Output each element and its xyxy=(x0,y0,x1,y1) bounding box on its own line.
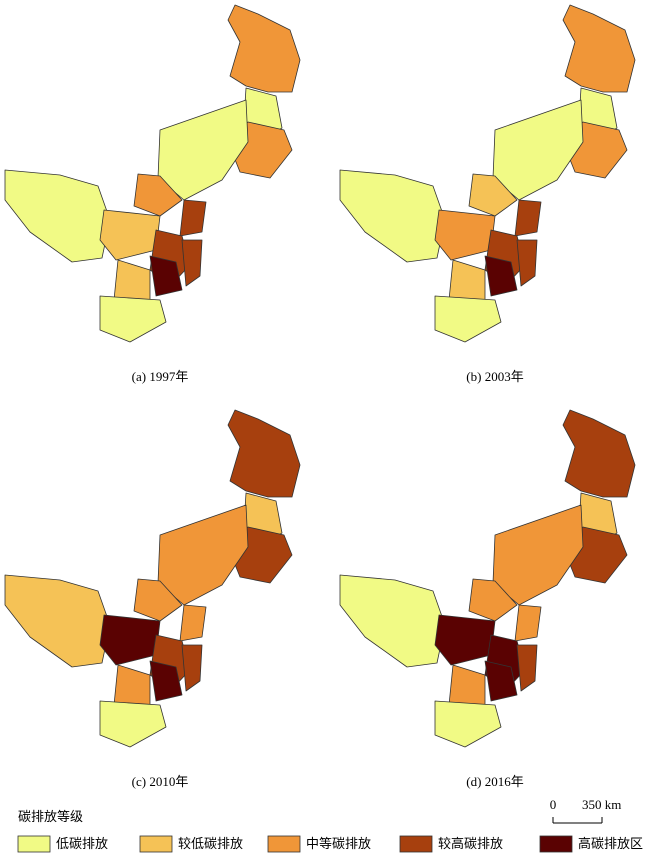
map-panel xyxy=(4,4,301,343)
legend-swatch xyxy=(139,835,173,853)
region xyxy=(434,700,502,748)
region xyxy=(99,700,167,748)
region xyxy=(562,409,636,498)
legend-swatch xyxy=(399,835,433,853)
region xyxy=(99,295,167,343)
legend-label: 较高碳排放 xyxy=(438,836,503,851)
legend-swatch xyxy=(267,835,301,853)
region xyxy=(448,664,486,706)
panel-caption: (b) 2003年 xyxy=(466,369,523,384)
region xyxy=(434,209,496,261)
map-panel xyxy=(339,409,636,748)
region xyxy=(181,644,203,692)
region xyxy=(227,409,301,498)
map-panel xyxy=(339,4,636,343)
region xyxy=(113,664,151,706)
legend-label: 高碳排放区 xyxy=(578,836,643,851)
panel-caption: (d) 2016年 xyxy=(466,774,523,789)
region xyxy=(514,604,542,642)
legend-label: 较低碳排放 xyxy=(178,836,243,851)
region xyxy=(516,239,538,287)
region xyxy=(157,504,249,606)
region xyxy=(434,614,496,666)
region xyxy=(157,99,249,201)
region xyxy=(562,4,636,93)
region xyxy=(516,644,538,692)
legend-swatch xyxy=(539,835,573,853)
region xyxy=(181,239,203,287)
region xyxy=(492,504,584,606)
map-panel xyxy=(4,409,301,748)
scale-label: 0 xyxy=(550,797,557,812)
region xyxy=(448,259,486,301)
panel-caption: (a) 1997年 xyxy=(132,369,189,384)
region xyxy=(113,259,151,301)
region xyxy=(99,614,161,666)
region xyxy=(99,209,161,261)
legend-label: 低碳排放 xyxy=(56,836,108,851)
region xyxy=(339,169,446,263)
panel-caption: (c) 2010年 xyxy=(132,774,189,789)
region xyxy=(339,574,446,668)
legend-title: 碳排放等级 xyxy=(18,809,83,824)
region xyxy=(434,295,502,343)
region xyxy=(492,99,584,201)
region xyxy=(149,660,183,702)
region xyxy=(4,574,111,668)
region xyxy=(133,578,183,622)
region xyxy=(468,578,518,622)
region xyxy=(484,660,518,702)
region xyxy=(179,199,207,237)
region xyxy=(468,173,518,217)
region xyxy=(133,173,183,217)
legend-swatch xyxy=(17,835,51,853)
region xyxy=(514,199,542,237)
legend-label: 中等碳排放 xyxy=(306,836,371,851)
region xyxy=(179,604,207,642)
region xyxy=(227,4,301,93)
scale-label: 350 km xyxy=(582,797,621,812)
region xyxy=(149,255,183,297)
region xyxy=(484,255,518,297)
region xyxy=(4,169,111,263)
